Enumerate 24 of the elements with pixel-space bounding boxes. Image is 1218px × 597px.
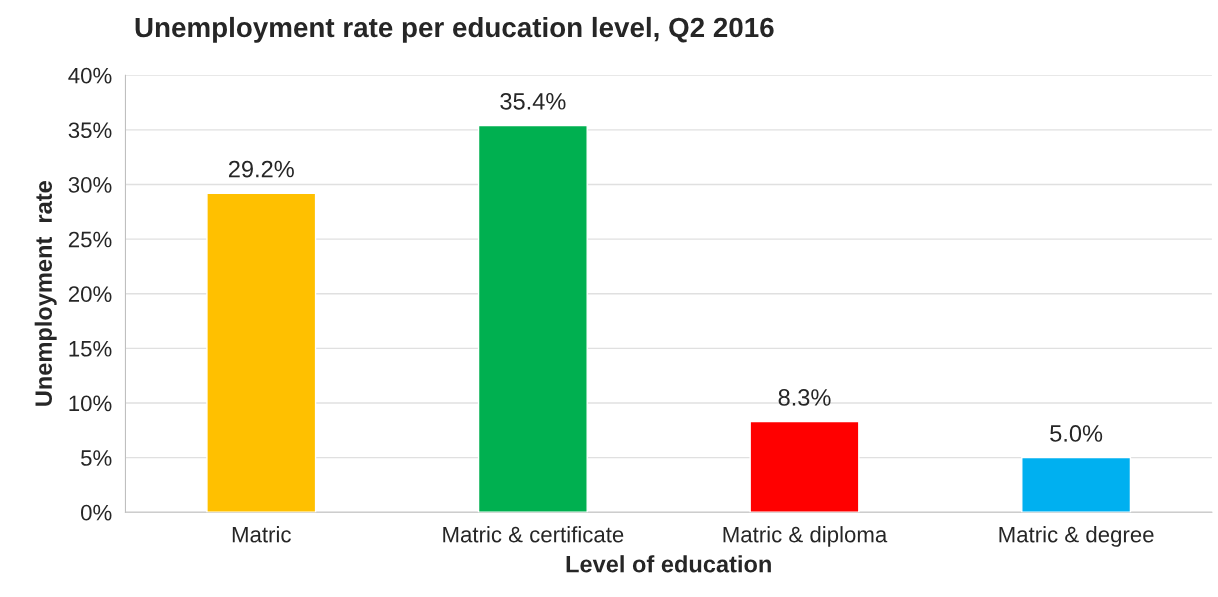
y-tick-label: 35% [68,122,112,139]
data-label: 5.0% [1050,425,1103,442]
x-tick-label: Matric [232,526,291,543]
data-label: 29.2% [228,160,294,178]
x-axis-title: Level of education [566,555,771,573]
x-tick-label: Matric & certificate [443,526,624,543]
y-tick-label: 5% [81,450,112,466]
x-tick-label: Matric & degree [999,526,1154,547]
y-axis-title: Unemployment rate [34,181,57,406]
chart-title: Unemployment rate per education level, Q2 2016 [135,16,774,43]
y-tick-label: 40% [68,67,112,84]
x-tick-label: Matric & diploma [723,526,888,547]
y-tick-label: 25% [68,231,112,248]
y-tick-label: 0% [81,504,112,521]
y-tick-label: 20% [68,286,112,302]
data-label: 35.4% [500,92,566,110]
bar [749,420,860,513]
y-tick-label: 15% [69,340,112,357]
bar [206,192,317,513]
y-tick-label: 30% [68,177,112,193]
y-tick-label: 10% [69,395,112,412]
data-label: 8.3% [778,389,831,406]
bar [477,124,588,513]
bar [1021,456,1132,513]
